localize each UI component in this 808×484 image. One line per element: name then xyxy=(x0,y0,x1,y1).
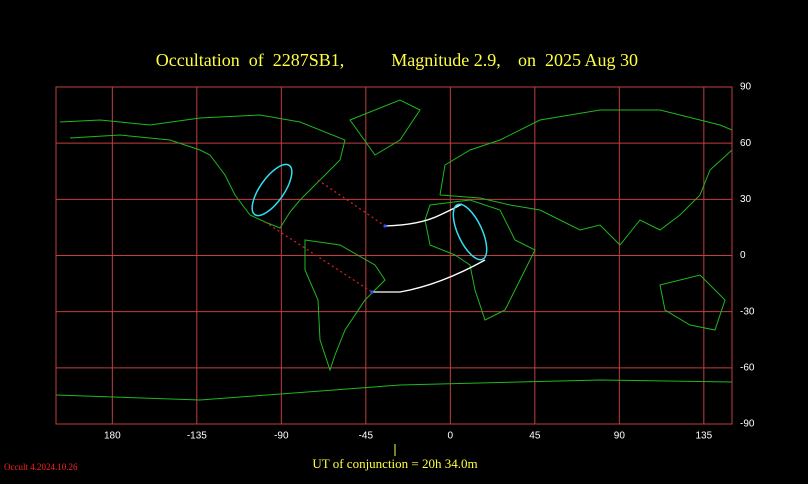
x-tick-label: -90 xyxy=(274,431,289,442)
y-tick-label: 90 xyxy=(740,82,752,93)
x-tick-label: 0 xyxy=(448,431,454,442)
caption: UT of conjunction = 20h 34.0m xyxy=(312,456,477,471)
x-tick-label: 135 xyxy=(695,431,712,442)
x-tick-label: 180 xyxy=(104,431,121,442)
x-tick-label: 45 xyxy=(529,431,541,442)
y-tick-label: -30 xyxy=(740,306,755,317)
version: Occult 4.2024.10.26 xyxy=(4,462,78,472)
point xyxy=(370,290,374,294)
path-night xyxy=(264,179,386,293)
y-tick-label: -60 xyxy=(740,362,755,373)
map-frame xyxy=(55,86,733,425)
antarctica xyxy=(55,379,733,401)
greenland xyxy=(349,99,421,156)
y-tick-label: 30 xyxy=(740,194,752,205)
point xyxy=(383,224,387,228)
occultation-path xyxy=(251,163,488,294)
y-tick-label: 60 xyxy=(740,138,752,149)
title-magnitude: Magnitude 2.9, xyxy=(391,50,501,70)
coastlines xyxy=(55,99,733,401)
title-object: Occultation of 2287SB1, xyxy=(156,50,344,70)
north-america xyxy=(59,114,346,229)
x-tick-label: -135 xyxy=(187,431,207,442)
path-day xyxy=(372,203,486,293)
africa xyxy=(424,199,536,321)
sunset-ellipse xyxy=(452,203,488,261)
y-tick-label: -90 xyxy=(740,419,755,430)
x-tick-label: 90 xyxy=(614,431,626,442)
eurasia xyxy=(439,109,733,246)
title-date: on 2025 Aug 30 xyxy=(518,50,638,70)
y-tick-label: 0 xyxy=(740,250,746,261)
sunrise-ellipse xyxy=(251,163,293,217)
x-tick-label: -45 xyxy=(359,431,374,442)
south-america xyxy=(304,239,386,372)
australia xyxy=(659,274,726,331)
